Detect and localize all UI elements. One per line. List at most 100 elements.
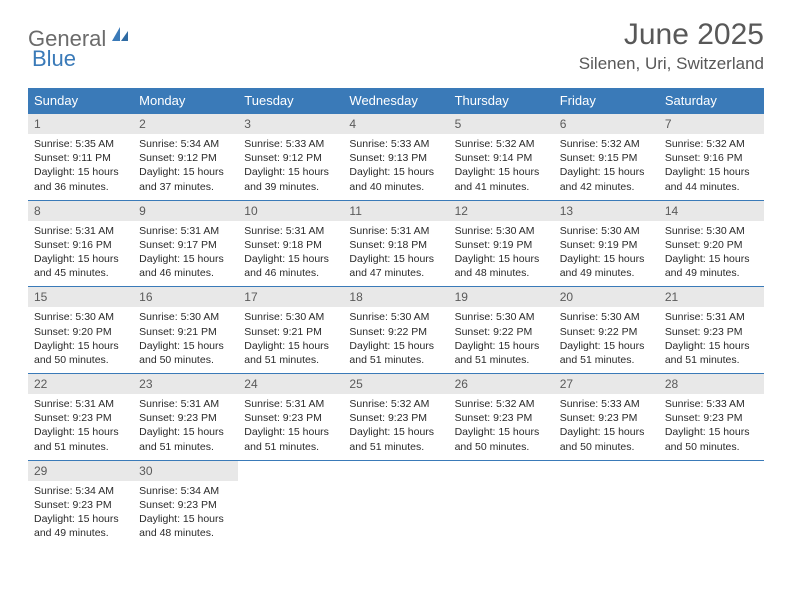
- calendar-day-cell: 30Sunrise: 5:34 AMSunset: 9:23 PMDayligh…: [133, 460, 238, 546]
- day-content: Sunrise: 5:30 AMSunset: 9:19 PMDaylight:…: [449, 221, 554, 287]
- daylight-text-2: and 51 minutes.: [349, 440, 442, 454]
- daylight-text-2: and 47 minutes.: [349, 266, 442, 280]
- sunrise-text: Sunrise: 5:30 AM: [244, 310, 337, 324]
- calendar-day-cell: 9Sunrise: 5:31 AMSunset: 9:17 PMDaylight…: [133, 200, 238, 287]
- sunrise-text: Sunrise: 5:31 AM: [665, 310, 758, 324]
- sunset-text: Sunset: 9:23 PM: [139, 411, 232, 425]
- day-content: Sunrise: 5:31 AMSunset: 9:23 PMDaylight:…: [238, 394, 343, 460]
- sunset-text: Sunset: 9:21 PM: [244, 325, 337, 339]
- day-number: 23: [133, 374, 238, 394]
- daylight-text-2: and 51 minutes.: [665, 353, 758, 367]
- daylight-text-1: Daylight: 15 hours: [244, 425, 337, 439]
- weekday-header-row: Sunday Monday Tuesday Wednesday Thursday…: [28, 88, 764, 114]
- calendar-day-cell: [238, 460, 343, 546]
- sunrise-text: Sunrise: 5:30 AM: [455, 224, 548, 238]
- day-content: Sunrise: 5:34 AMSunset: 9:23 PMDaylight:…: [133, 481, 238, 547]
- calendar-day-cell: 1Sunrise: 5:35 AMSunset: 9:11 PMDaylight…: [28, 114, 133, 201]
- calendar-day-cell: 24Sunrise: 5:31 AMSunset: 9:23 PMDayligh…: [238, 374, 343, 461]
- day-content: Sunrise: 5:32 AMSunset: 9:16 PMDaylight:…: [659, 134, 764, 200]
- daylight-text-2: and 42 minutes.: [560, 180, 653, 194]
- daylight-text-2: and 50 minutes.: [560, 440, 653, 454]
- daylight-text-1: Daylight: 15 hours: [244, 252, 337, 266]
- day-content: Sunrise: 5:31 AMSunset: 9:16 PMDaylight:…: [28, 221, 133, 287]
- calendar-day-cell: 4Sunrise: 5:33 AMSunset: 9:13 PMDaylight…: [343, 114, 448, 201]
- calendar-day-cell: 22Sunrise: 5:31 AMSunset: 9:23 PMDayligh…: [28, 374, 133, 461]
- sunrise-text: Sunrise: 5:32 AM: [665, 137, 758, 151]
- daylight-text-1: Daylight: 15 hours: [34, 512, 127, 526]
- weekday-header: Friday: [554, 88, 659, 114]
- daylight-text-1: Daylight: 15 hours: [244, 339, 337, 353]
- sunset-text: Sunset: 9:22 PM: [349, 325, 442, 339]
- sunset-text: Sunset: 9:18 PM: [349, 238, 442, 252]
- day-content: Sunrise: 5:33 AMSunset: 9:23 PMDaylight:…: [554, 394, 659, 460]
- daylight-text-1: Daylight: 15 hours: [34, 165, 127, 179]
- sunrise-text: Sunrise: 5:31 AM: [139, 397, 232, 411]
- day-number: 28: [659, 374, 764, 394]
- calendar-day-cell: 17Sunrise: 5:30 AMSunset: 9:21 PMDayligh…: [238, 287, 343, 374]
- day-content: Sunrise: 5:30 AMSunset: 9:19 PMDaylight:…: [554, 221, 659, 287]
- daylight-text-1: Daylight: 15 hours: [665, 425, 758, 439]
- sunset-text: Sunset: 9:23 PM: [139, 498, 232, 512]
- sunrise-text: Sunrise: 5:30 AM: [665, 224, 758, 238]
- logo-sail-icon: [110, 25, 130, 48]
- sunset-text: Sunset: 9:23 PM: [560, 411, 653, 425]
- sunset-text: Sunset: 9:11 PM: [34, 151, 127, 165]
- calendar-day-cell: 14Sunrise: 5:30 AMSunset: 9:20 PMDayligh…: [659, 200, 764, 287]
- sunset-text: Sunset: 9:16 PM: [665, 151, 758, 165]
- calendar-week-row: 29Sunrise: 5:34 AMSunset: 9:23 PMDayligh…: [28, 460, 764, 546]
- sunset-text: Sunset: 9:21 PM: [139, 325, 232, 339]
- weekday-header: Sunday: [28, 88, 133, 114]
- day-number: 14: [659, 201, 764, 221]
- calendar-day-cell: 29Sunrise: 5:34 AMSunset: 9:23 PMDayligh…: [28, 460, 133, 546]
- daylight-text-1: Daylight: 15 hours: [349, 339, 442, 353]
- sunset-text: Sunset: 9:23 PM: [34, 498, 127, 512]
- calendar-day-cell: 19Sunrise: 5:30 AMSunset: 9:22 PMDayligh…: [449, 287, 554, 374]
- calendar-day-cell: [554, 460, 659, 546]
- daylight-text-2: and 45 minutes.: [34, 266, 127, 280]
- day-content: Sunrise: 5:31 AMSunset: 9:18 PMDaylight:…: [343, 221, 448, 287]
- daylight-text-2: and 37 minutes.: [139, 180, 232, 194]
- daylight-text-1: Daylight: 15 hours: [455, 339, 548, 353]
- daylight-text-1: Daylight: 15 hours: [455, 252, 548, 266]
- daylight-text-1: Daylight: 15 hours: [665, 339, 758, 353]
- daylight-text-1: Daylight: 15 hours: [665, 252, 758, 266]
- calendar-day-cell: 7Sunrise: 5:32 AMSunset: 9:16 PMDaylight…: [659, 114, 764, 201]
- daylight-text-2: and 49 minutes.: [560, 266, 653, 280]
- day-number: 1: [28, 114, 133, 134]
- calendar-day-cell: 20Sunrise: 5:30 AMSunset: 9:22 PMDayligh…: [554, 287, 659, 374]
- sunrise-text: Sunrise: 5:31 AM: [34, 397, 127, 411]
- day-content: Sunrise: 5:30 AMSunset: 9:22 PMDaylight:…: [449, 307, 554, 373]
- sunset-text: Sunset: 9:19 PM: [560, 238, 653, 252]
- daylight-text-1: Daylight: 15 hours: [455, 425, 548, 439]
- daylight-text-2: and 44 minutes.: [665, 180, 758, 194]
- location: Silenen, Uri, Switzerland: [579, 54, 764, 74]
- day-content: Sunrise: 5:34 AMSunset: 9:23 PMDaylight:…: [28, 481, 133, 547]
- sunrise-text: Sunrise: 5:32 AM: [560, 137, 653, 151]
- sunset-text: Sunset: 9:15 PM: [560, 151, 653, 165]
- day-content: Sunrise: 5:31 AMSunset: 9:18 PMDaylight:…: [238, 221, 343, 287]
- sunrise-text: Sunrise: 5:33 AM: [349, 137, 442, 151]
- calendar-day-cell: 10Sunrise: 5:31 AMSunset: 9:18 PMDayligh…: [238, 200, 343, 287]
- day-number: 13: [554, 201, 659, 221]
- day-number: 19: [449, 287, 554, 307]
- daylight-text-2: and 46 minutes.: [139, 266, 232, 280]
- calendar-week-row: 15Sunrise: 5:30 AMSunset: 9:20 PMDayligh…: [28, 287, 764, 374]
- day-number: 16: [133, 287, 238, 307]
- calendar-day-cell: 28Sunrise: 5:33 AMSunset: 9:23 PMDayligh…: [659, 374, 764, 461]
- sunset-text: Sunset: 9:17 PM: [139, 238, 232, 252]
- sunrise-text: Sunrise: 5:31 AM: [34, 224, 127, 238]
- daylight-text-2: and 48 minutes.: [139, 526, 232, 540]
- day-content: Sunrise: 5:32 AMSunset: 9:14 PMDaylight:…: [449, 134, 554, 200]
- day-content: Sunrise: 5:30 AMSunset: 9:20 PMDaylight:…: [659, 221, 764, 287]
- day-content: Sunrise: 5:34 AMSunset: 9:12 PMDaylight:…: [133, 134, 238, 200]
- daylight-text-1: Daylight: 15 hours: [349, 425, 442, 439]
- day-number: 10: [238, 201, 343, 221]
- daylight-text-1: Daylight: 15 hours: [349, 252, 442, 266]
- daylight-text-2: and 50 minutes.: [34, 353, 127, 367]
- daylight-text-1: Daylight: 15 hours: [139, 339, 232, 353]
- day-number: 20: [554, 287, 659, 307]
- calendar-day-cell: 16Sunrise: 5:30 AMSunset: 9:21 PMDayligh…: [133, 287, 238, 374]
- day-number: 11: [343, 201, 448, 221]
- sunset-text: Sunset: 9:12 PM: [244, 151, 337, 165]
- title-block: June 2025 Silenen, Uri, Switzerland: [579, 18, 764, 74]
